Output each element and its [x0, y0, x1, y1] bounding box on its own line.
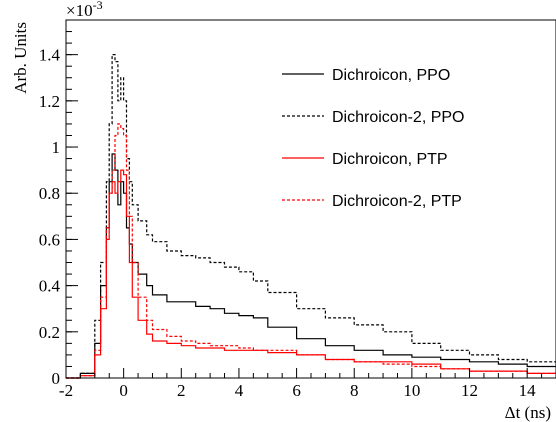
y-tick-label: 0.6	[39, 230, 60, 249]
legend-label: Dichroicon, PPO	[332, 67, 450, 84]
x-tick-label: 10	[403, 381, 420, 400]
y-tick-label: 1.4	[39, 46, 61, 65]
legend-label: Dichroicon-2, PPO	[332, 109, 465, 126]
legend-label: Dichroicon, PTP	[332, 151, 448, 168]
series-line-2	[66, 54, 556, 379]
x-tick-label: -2	[59, 381, 73, 400]
x-tick-label: 12	[461, 381, 478, 400]
legend-label: Dichroicon-2, PTP	[332, 193, 462, 210]
y-axis-title: Arb. Units	[11, 22, 30, 94]
y-tick-label: 1.2	[39, 92, 60, 111]
x-tick-label: 2	[177, 381, 186, 400]
x-axis-title: Δt (ns)	[505, 403, 551, 422]
y-tick-label: 0	[52, 369, 61, 388]
y-multiplier: ×10-3	[66, 0, 103, 20]
x-tick-label: 4	[235, 381, 244, 400]
series-line-3	[66, 169, 556, 379]
series-line-4	[66, 123, 556, 379]
legend: Dichroicon, PPO Dichroicon-2, PPO Dichroic…	[282, 67, 465, 210]
labels-layer: ×10-3 Arb. Units Δt (ns)	[11, 0, 551, 422]
x-tick-label: 14	[519, 381, 537, 400]
x-tick-label: 0	[119, 381, 128, 400]
y-tick-label: 1	[52, 138, 61, 157]
x-tick-label: 8	[350, 381, 359, 400]
y-tick-label: 0.4	[39, 277, 61, 296]
y-tick-label: 0.8	[39, 184, 60, 203]
series-layer	[66, 54, 556, 379]
y-tick-label: 0.2	[39, 323, 60, 342]
x-tick-label: 6	[292, 381, 301, 400]
